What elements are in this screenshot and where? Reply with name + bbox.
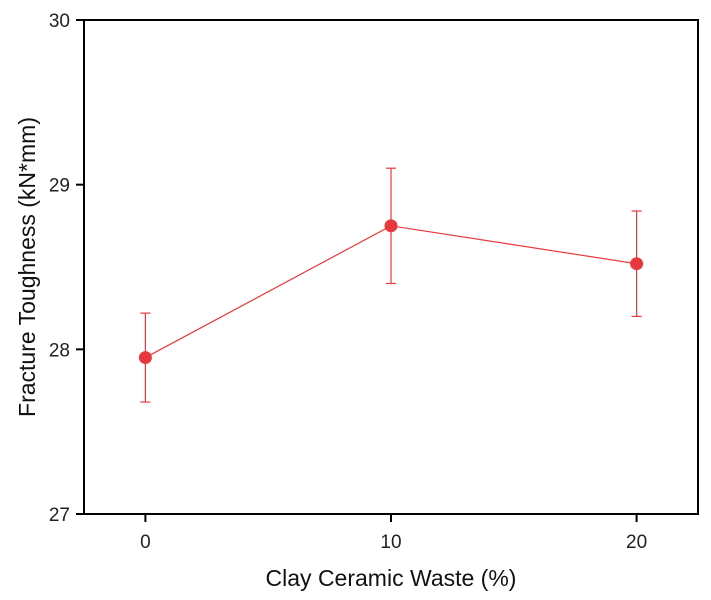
y-tick-label: 30 xyxy=(49,11,70,32)
y-tick-label: 28 xyxy=(49,340,70,361)
x-tick-label: 0 xyxy=(140,532,151,553)
data-series xyxy=(138,167,644,403)
data-point xyxy=(630,257,644,271)
x-tick-label: 20 xyxy=(626,532,647,553)
y-tick-label: 29 xyxy=(49,176,70,197)
y-axis: 27 28 29 30 xyxy=(49,11,84,526)
x-axis: 0 10 20 xyxy=(140,514,647,553)
x-axis-title: Clay Ceramic Waste (%) xyxy=(266,565,517,591)
y-axis-title: Fracture Toughness (kN*mm) xyxy=(14,117,40,417)
y-tick-label: 27 xyxy=(49,505,70,526)
data-point xyxy=(384,219,398,233)
x-tick-label: 10 xyxy=(380,532,401,553)
data-point xyxy=(138,351,152,365)
